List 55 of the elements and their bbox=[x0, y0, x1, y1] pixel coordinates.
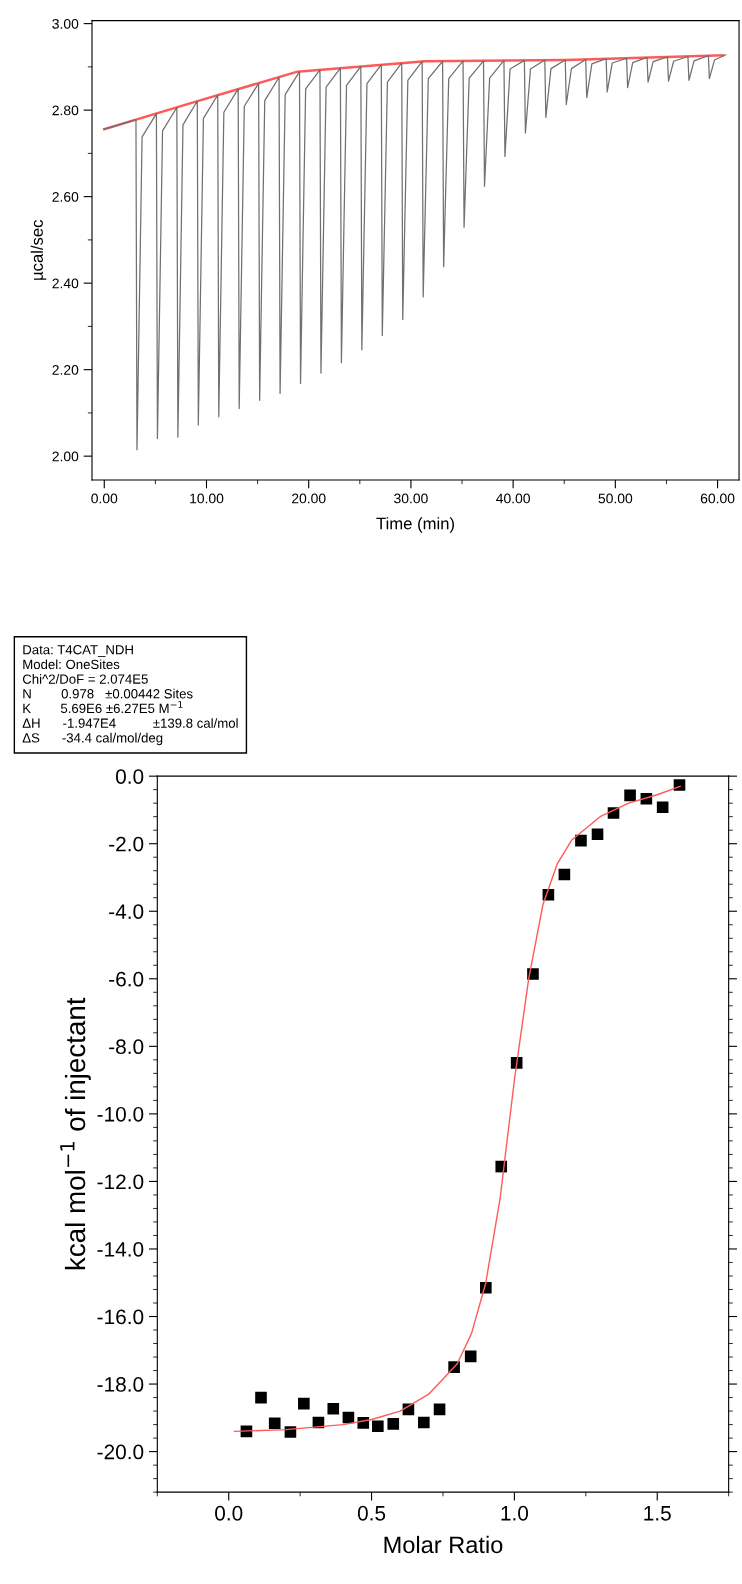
point bbox=[387, 1418, 400, 1430]
x-tick-label: 0.00 bbox=[91, 493, 118, 504]
line-series bbox=[103, 54, 727, 451]
y-tick-label: -16.0 bbox=[97, 1309, 144, 1325]
text: Model: OneSites bbox=[23, 659, 120, 670]
point bbox=[433, 1403, 446, 1416]
text: Data: T4CAT_NDH bbox=[23, 645, 133, 657]
text: ΔH -1.947E4 ±139.8 cal/mol bbox=[22, 718, 238, 728]
y-tick-label: -2.0 bbox=[109, 836, 144, 852]
point bbox=[372, 1420, 384, 1433]
y-tick-label: -4.0 bbox=[109, 904, 144, 919]
point bbox=[327, 1402, 340, 1415]
point bbox=[656, 801, 669, 814]
point bbox=[298, 1397, 310, 1410]
y-tick-label: 2.80 bbox=[52, 105, 79, 116]
text: ΔS -34.4 cal/mol/deg bbox=[22, 732, 163, 746]
y-tick-label: -6.0 bbox=[109, 971, 144, 987]
point bbox=[624, 789, 636, 802]
text: Chi^2/DoF = 2.074E5 bbox=[22, 674, 148, 684]
x-axis-title: Time (min) bbox=[376, 517, 454, 533]
y-tick-label: -14.0 bbox=[97, 1241, 144, 1257]
y-tick-label: -10.0 bbox=[97, 1106, 144, 1122]
text: N 0.978 ±0.00442 Sites bbox=[23, 688, 193, 699]
x-tick-label: 40.00 bbox=[496, 493, 530, 504]
point bbox=[268, 1417, 281, 1430]
y-tick-label: 2.40 bbox=[52, 278, 79, 289]
y-tick-label: 2.20 bbox=[52, 364, 79, 375]
y-tick-label: 3.00 bbox=[52, 18, 79, 29]
x-tick-label: 20.00 bbox=[292, 493, 326, 504]
text: K 5.69E6 ±6.27E5 M$^{−1}$ bbox=[23, 701, 183, 714]
point bbox=[464, 1350, 477, 1363]
x-axis-title: Molar Ratio bbox=[384, 1535, 503, 1554]
point bbox=[591, 828, 604, 841]
y-tick-label: -18.0 bbox=[97, 1377, 144, 1392]
y-tick-label: 2.00 bbox=[52, 451, 79, 462]
x-tick-label: 50.00 bbox=[598, 493, 633, 504]
x-tick-label: 30.00 bbox=[394, 493, 428, 504]
y-tick-label: -20.0 bbox=[97, 1444, 144, 1460]
y-axis-title: µcal/sec bbox=[30, 219, 47, 280]
x-tick-label: 1.0 bbox=[501, 1505, 529, 1521]
point bbox=[255, 1391, 267, 1404]
y-tick-label: 0.0 bbox=[115, 769, 144, 784]
x-tick-label: 1.5 bbox=[644, 1506, 671, 1521]
y-tick-label: 2.60 bbox=[52, 191, 79, 202]
point bbox=[575, 834, 587, 847]
point bbox=[673, 779, 686, 791]
y-tick-label: -8.0 bbox=[109, 1039, 144, 1055]
y-tick-label: -12.0 bbox=[97, 1174, 144, 1190]
point bbox=[558, 868, 571, 881]
x-tick-label: 0.5 bbox=[357, 1505, 386, 1521]
x-tick-label: 10.00 bbox=[190, 493, 224, 504]
y-axis-title: kcal mol$^{−1}$ of injectant bbox=[60, 997, 91, 1270]
x-tick-label: 60.00 bbox=[700, 493, 735, 504]
x-tick-label: 0.0 bbox=[215, 1505, 243, 1521]
point bbox=[418, 1416, 430, 1429]
